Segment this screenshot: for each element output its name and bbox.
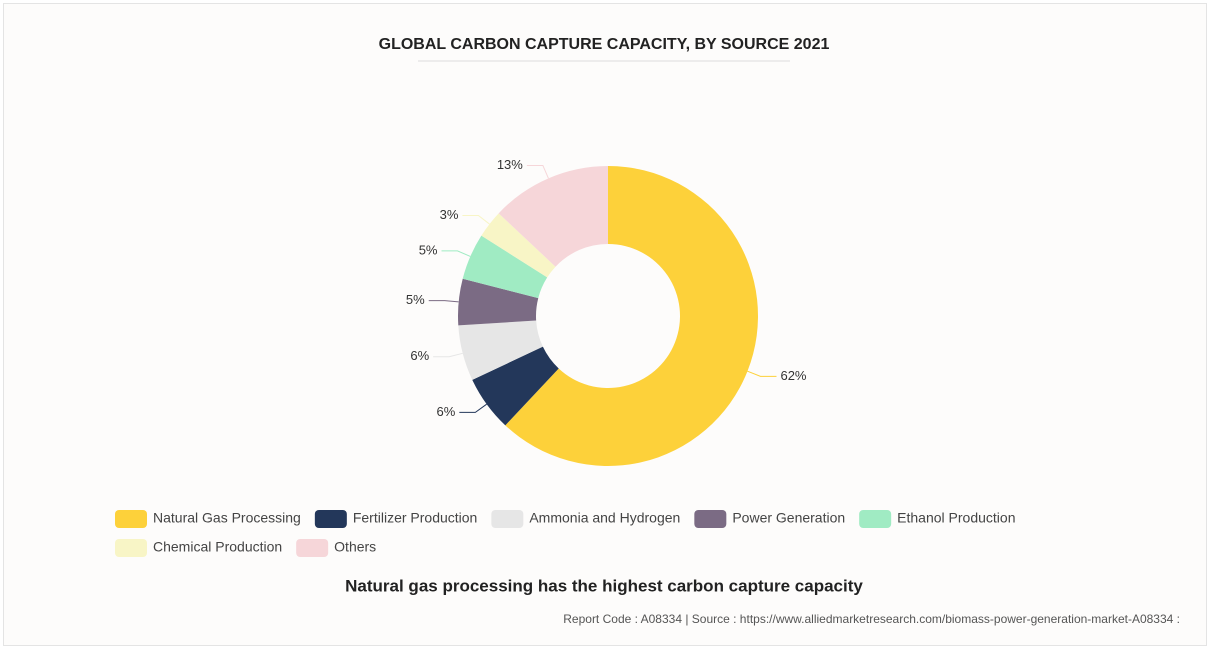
leader-line bbox=[526, 164, 549, 179]
leader-line bbox=[433, 352, 463, 358]
legend-swatch bbox=[491, 510, 524, 528]
value-label: 13% bbox=[497, 157, 523, 172]
legend-swatch bbox=[314, 510, 347, 528]
leader-line bbox=[441, 250, 471, 257]
leader-line bbox=[459, 403, 487, 413]
value-label: 6% bbox=[410, 348, 429, 363]
value-label: 62% bbox=[780, 368, 806, 383]
legend-label: Ammonia and Hydrogen bbox=[529, 510, 680, 526]
legend-label: Others bbox=[334, 539, 376, 555]
legend-label: Ethanol Production bbox=[897, 510, 1015, 526]
legend-swatch bbox=[859, 510, 892, 528]
legend-swatch bbox=[296, 539, 329, 557]
leader-line bbox=[428, 300, 459, 303]
legend-label: Power Generation bbox=[732, 510, 845, 526]
legend-swatch bbox=[694, 510, 727, 528]
slice bbox=[498, 166, 608, 267]
slice bbox=[462, 235, 548, 299]
chart-title: GLOBAL CARBON CAPTURE CAPACITY, BY SOURC… bbox=[379, 36, 830, 53]
leader-line bbox=[747, 370, 777, 377]
caption: Natural gas processing has the highest c… bbox=[345, 576, 863, 595]
slice bbox=[458, 320, 543, 380]
legend-label: Fertilizer Production bbox=[353, 510, 478, 526]
legend-swatch bbox=[115, 539, 147, 557]
value-label: 5% bbox=[406, 292, 425, 307]
value-label: 5% bbox=[419, 242, 438, 257]
source: Report Code : A08334 | Source : https://… bbox=[563, 612, 1180, 626]
legend-swatch bbox=[115, 510, 147, 528]
slice bbox=[472, 346, 559, 426]
value-label: 6% bbox=[437, 404, 456, 419]
panel bbox=[3, 3, 1207, 646]
value-label: 3% bbox=[440, 207, 459, 222]
legend-label: Natural Gas Processing bbox=[153, 510, 301, 526]
slice bbox=[505, 166, 759, 466]
slice bbox=[481, 213, 556, 278]
slice bbox=[457, 278, 539, 326]
leader-line bbox=[462, 214, 490, 225]
legend-label: Chemical Production bbox=[153, 539, 282, 555]
